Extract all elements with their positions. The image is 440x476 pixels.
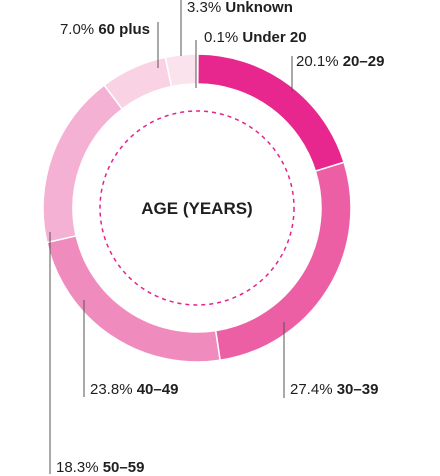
slice-category-40-49: 40–49 — [137, 381, 179, 398]
slice-value-60-plus: 7.0% — [60, 21, 98, 38]
slice-category-30-39: 30–39 — [337, 381, 379, 398]
slice-20-29 — [197, 53, 345, 173]
center-label: AGE (YEARS) — [141, 199, 252, 218]
slice-label-unknown: 3.3% Unknown — [187, 0, 293, 16]
slice-value-unknown: 3.3% — [187, 0, 225, 16]
slice-category-20-29: 20–29 — [343, 53, 385, 70]
slice-50-59 — [42, 84, 124, 244]
slice-label-60-plus: 7.0% 60 plus — [60, 21, 150, 38]
slice-value-30-39: 27.4% — [290, 381, 337, 398]
slice-category-60-plus: 60 plus — [98, 21, 150, 38]
slice-value-50-59: 18.3% — [56, 459, 103, 476]
slice-label-30-39: 27.4% 30–39 — [290, 381, 378, 398]
slice-40-49 — [46, 234, 221, 363]
slice-value-20-29: 20.1% — [296, 53, 343, 70]
slice-category-under-20: Under 20 — [242, 29, 306, 46]
slice-label-20-29: 20.1% 20–29 — [296, 53, 384, 70]
slice-value-40-49: 23.8% — [90, 381, 137, 398]
inner-dashed-circle — [99, 110, 295, 306]
slice-label-50-59: 18.3% 50–59 — [56, 459, 144, 476]
donut-slices — [42, 53, 352, 363]
slice-label-40-49: 23.8% 40–49 — [90, 381, 178, 398]
slice-label-under-20: 0.1% Under 20 — [204, 29, 307, 46]
slice-category-50-59: 50–59 — [103, 459, 145, 476]
slice-unknown — [164, 53, 198, 88]
slice-labels: 0.1% Under 20 20.1% 20–29 27.4% 30–39 23.8%… — [49, 0, 384, 476]
slice-value-under-20: 0.1% — [204, 29, 242, 46]
slice-30-39 — [214, 161, 352, 362]
slice-category-unknown: Unknown — [225, 0, 293, 16]
